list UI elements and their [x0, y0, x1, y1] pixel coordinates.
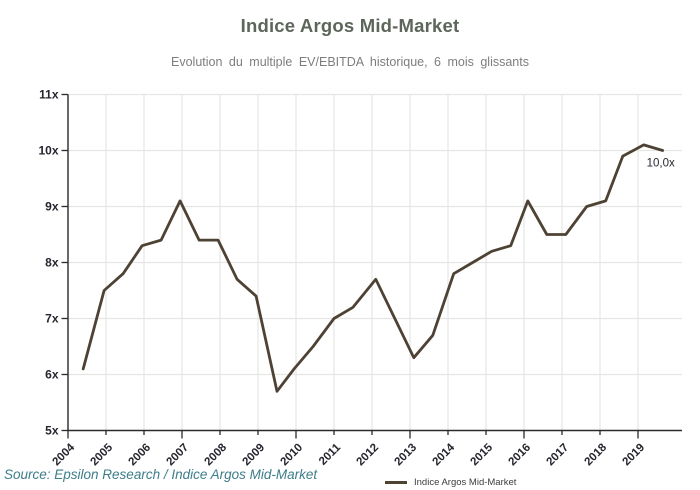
source-note: Source: Epsilon Research / Indice Argos … — [4, 467, 318, 482]
x-tick-label: 2013 — [393, 442, 420, 469]
x-tick-label: 2009 — [241, 442, 268, 469]
y-tick-label: 9x — [45, 200, 59, 214]
y-tick-label: 10x — [38, 144, 58, 158]
x-axis-labels: 2004 2005 2006 2007 2008 2009 2010 2011 2012 2013… — [51, 430, 648, 469]
x-tick-label: 2012 — [355, 442, 382, 469]
x-tick-label: 2016 — [507, 442, 534, 469]
x-tick-label: 2004 — [51, 441, 78, 468]
x-tick-label: 2019 — [621, 442, 648, 469]
y-tick-label: 6x — [45, 368, 59, 382]
x-tick-label: 2011 — [317, 441, 344, 468]
legend: Indice Argos Mid-Market — [385, 476, 516, 488]
x-tick-label: 2017 — [545, 442, 572, 469]
x-tick-label: 2015 — [469, 441, 496, 468]
chart-subtitle: Evolution du multiple EV/EBITDA historiq… — [171, 55, 529, 69]
x-tick-label: 2014 — [431, 441, 458, 468]
y-tick-label: 5x — [45, 424, 59, 438]
legend-line-swatch — [385, 480, 407, 484]
x-tick-label: 2007 — [165, 442, 192, 469]
y-tick-label: 8x — [45, 256, 59, 270]
x-tick-label: 2005 — [89, 441, 116, 468]
x-tick-label: 2006 — [127, 442, 154, 469]
page-title: Indice Argos Mid-Market — [240, 15, 460, 36]
x-tick-label: 2008 — [203, 441, 230, 468]
y-tick-label: 11x — [39, 88, 59, 102]
last-value-label: 10,0x — [647, 158, 675, 170]
gridlines — [67, 93, 682, 431]
legend-label: Indice Argos Mid-Market — [414, 476, 517, 488]
x-tick-label: 2010 — [279, 442, 306, 469]
y-axis-labels: 5x 6x 7x 8x 9x 10x 11x — [38, 88, 68, 438]
y-tick-label: 7x — [45, 312, 59, 326]
x-tick-label: 2018 — [583, 441, 610, 468]
series-line — [81, 143, 665, 393]
